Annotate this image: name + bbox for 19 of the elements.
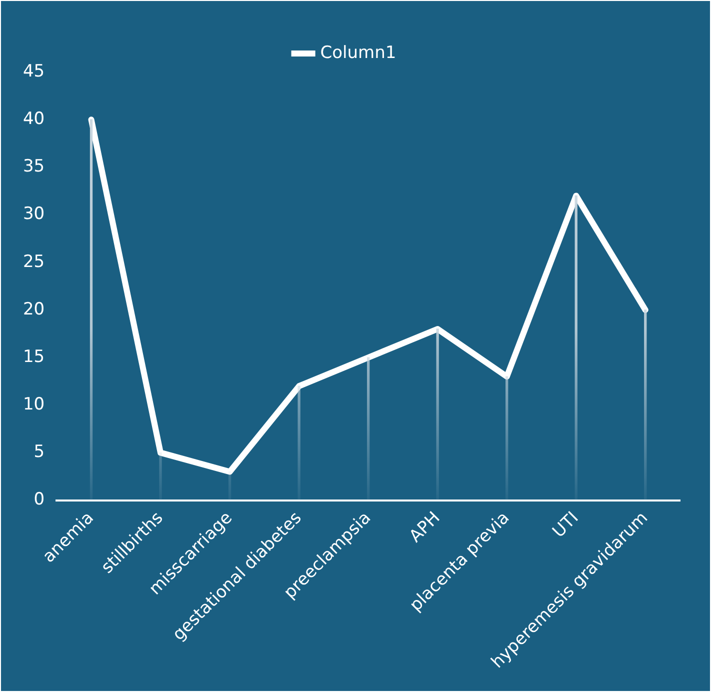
bar	[159, 452, 162, 500]
y-tick-label: 40	[22, 109, 45, 130]
y-tick-label: 45	[22, 61, 45, 82]
bar	[574, 195, 578, 500]
y-tick-label: 25	[22, 252, 45, 272]
bar	[436, 328, 439, 500]
legend-label: Column1	[320, 42, 396, 63]
y-tick-label: 35	[22, 156, 45, 177]
y-tick-label: 20	[22, 299, 45, 320]
y-tick-label: 30	[22, 204, 45, 224]
bar	[366, 357, 370, 500]
bar	[298, 386, 300, 500]
bar	[644, 310, 647, 500]
y-tick-label: 15	[22, 346, 45, 367]
y-tick-label: 10	[22, 394, 45, 415]
bar	[90, 119, 93, 500]
bar	[506, 376, 508, 500]
y-tick-label: 0	[34, 490, 45, 510]
y-tick-label: 5	[34, 442, 45, 462]
